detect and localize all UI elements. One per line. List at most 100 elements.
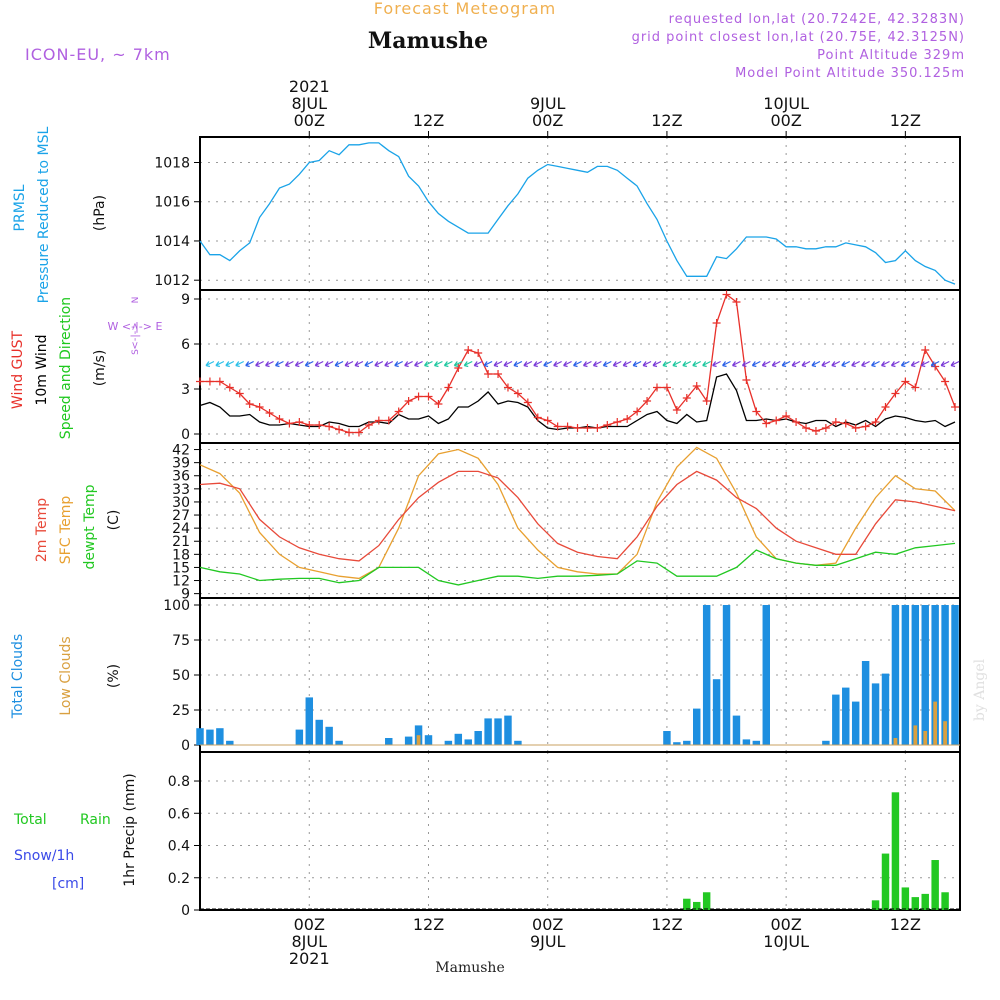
total-cloud-bar: [504, 715, 512, 745]
bottom-time-label: 2021: [289, 949, 330, 968]
gust-marker: [712, 319, 721, 327]
t2m-label: 2m Temp: [34, 498, 50, 562]
gust-marker: [851, 424, 860, 432]
ytick-label: 75: [172, 633, 190, 649]
snow-unit-label: [cm]: [52, 876, 84, 892]
wind-direction-arrow: [781, 360, 791, 368]
total-cloud-bar: [842, 687, 850, 745]
gust-marker: [901, 377, 910, 386]
gust-marker: [613, 418, 622, 426]
wind-direction-arrow: [702, 360, 711, 368]
gust-marker: [831, 418, 840, 426]
compass-icon: N W <-|-> E S <-|->: [108, 297, 163, 355]
low-cloud-bar: [923, 731, 928, 745]
gust-marker: [692, 382, 701, 390]
total-cloud-bar: [712, 679, 721, 745]
gust-marker: [305, 421, 314, 429]
top-time-label: 00Z: [770, 111, 801, 130]
wind-direction-arrow: [940, 360, 950, 368]
wind-direction-arrow: [493, 360, 503, 368]
ytick-label: 33: [172, 482, 190, 498]
wind-direction-arrow: [841, 360, 851, 368]
wind-direction-arrow: [573, 360, 582, 368]
ytick-label: 21: [172, 534, 190, 550]
bottom-time-label: 12Z: [890, 915, 921, 934]
gust-marker: [196, 377, 204, 386]
total-cloud-bar: [464, 739, 472, 745]
total-cloud-bar: [673, 742, 681, 745]
ytick-label: 0.6: [168, 806, 190, 822]
ytick-label: 100: [163, 598, 190, 614]
wind-direction-arrow: [553, 360, 562, 368]
total-cloud-bar: [216, 728, 224, 745]
gust-marker: [861, 422, 870, 431]
total-cloud-bar: [911, 605, 920, 745]
wind-direction-arrow: [394, 360, 403, 368]
gust-marker: [265, 409, 274, 417]
gust-marker: [792, 418, 801, 426]
wind-direction-arrow: [364, 360, 374, 368]
total-cloud-bar: [663, 731, 671, 745]
wind-direction-arrow: [483, 360, 493, 368]
total-cloud-bar: [861, 661, 870, 745]
compass-stem: <-|->: [130, 322, 141, 349]
rain-bar: [901, 887, 910, 910]
gust-marker: [682, 394, 691, 402]
total-cloud-bar: [762, 605, 770, 745]
gust-marker: [325, 422, 334, 431]
wind-direction-arrow: [274, 360, 284, 368]
wind-direction-arrow: [384, 360, 394, 368]
wind-speed-line: [199, 373, 956, 431]
gust-marker: [503, 383, 512, 392]
wind-direction-arrow: [602, 360, 612, 368]
cloud-unit: (%): [106, 664, 122, 688]
total-cloud-bar: [424, 735, 433, 745]
wind-direction-arrow: [523, 360, 533, 368]
panel-frame: [199, 136, 961, 291]
total-cloud-bar: [315, 719, 323, 745]
ytick-label: 9: [181, 587, 190, 603]
ytick-label: 50: [172, 668, 190, 684]
total-cloud-bar: [444, 740, 453, 745]
compass-south: S: [131, 349, 141, 355]
gust-marker: [921, 346, 930, 354]
gust-marker: [345, 428, 354, 437]
gust-marker: [285, 419, 294, 428]
wind-direction-arrow: [473, 360, 483, 368]
top-time-label: 00Z: [532, 111, 563, 130]
rain-bar: [693, 901, 701, 910]
rain-bar: [941, 892, 949, 910]
ytick-label: 36: [172, 469, 190, 485]
gust-marker: [384, 416, 393, 425]
top-time-label: 12Z: [890, 111, 921, 130]
wind-direction-arrow: [433, 360, 443, 368]
gust-marker: [652, 383, 661, 392]
model-label: ICON-EU, ~ 7km: [25, 45, 171, 64]
wind-direction-arrow: [881, 360, 890, 368]
sfc-label: SFC Temp: [58, 496, 74, 565]
top-time-label: 10JUL: [763, 94, 809, 113]
total-cloud-bar: [404, 736, 413, 745]
panel-clouds: 0 25 50 75 100: [163, 597, 961, 754]
gust-marker: [245, 400, 254, 408]
ytick-label: 27: [172, 508, 190, 524]
total-cloud-bar: [295, 729, 304, 745]
rain-label: Rain: [80, 812, 111, 828]
gust-marker: [295, 418, 304, 426]
top-time-label: 12Z: [413, 111, 444, 130]
ytick-label: 30: [172, 495, 190, 511]
wind-direction-arrow: [861, 360, 870, 368]
wind-direction-arrow: [751, 360, 761, 368]
wind-direction-arrow: [900, 360, 910, 368]
total-cloud-bar: [822, 740, 830, 745]
bottom-time-label: 12Z: [413, 915, 444, 934]
gust-marker: [672, 406, 681, 414]
pressure-label-1: PRMSL: [12, 184, 28, 231]
wind-direction-arrow: [404, 360, 413, 368]
total-cloud-bar: [693, 708, 701, 745]
gust-marker: [454, 364, 463, 372]
ytick-label: 18: [172, 547, 190, 563]
top-time-label: 12Z: [651, 111, 682, 130]
gust-marker: [742, 376, 751, 384]
